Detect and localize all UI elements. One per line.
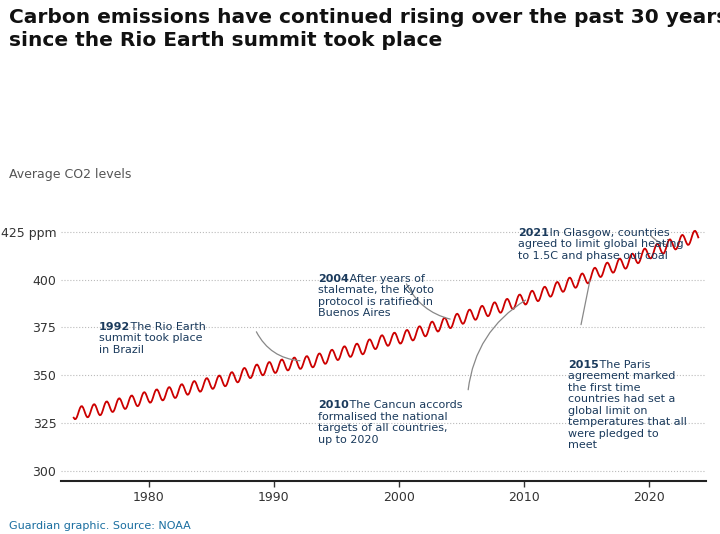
Text: Guardian graphic. Source: NOAA: Guardian graphic. Source: NOAA <box>9 521 191 531</box>
Text: the first time: the first time <box>568 383 641 393</box>
Text: temperatures that all: temperatures that all <box>568 418 687 427</box>
Text: in Brazil: in Brazil <box>99 344 144 355</box>
Text: In Glasgow, countries: In Glasgow, countries <box>546 228 670 238</box>
Text: Buenos Aires: Buenos Aires <box>318 308 390 318</box>
Text: agreement marked: agreement marked <box>568 372 675 381</box>
Text: 2010: 2010 <box>318 400 348 410</box>
Text: summit took place: summit took place <box>99 333 202 343</box>
Text: formalised the national: formalised the national <box>318 412 447 422</box>
Text: After years of: After years of <box>346 274 425 284</box>
Text: were pledged to: were pledged to <box>568 429 659 439</box>
Text: The Cancun accords: The Cancun accords <box>346 400 462 410</box>
Text: Average CO2 levels: Average CO2 levels <box>9 168 132 181</box>
Text: meet: meet <box>568 441 597 451</box>
Text: targets of all countries,: targets of all countries, <box>318 423 447 433</box>
Text: countries had set a: countries had set a <box>568 395 675 404</box>
Text: The Rio Earth: The Rio Earth <box>127 321 206 332</box>
Text: stalemate, the Kyoto: stalemate, the Kyoto <box>318 285 433 295</box>
Text: to 1.5C and phase out coal: to 1.5C and phase out coal <box>518 251 667 261</box>
Text: up to 2020: up to 2020 <box>318 435 378 445</box>
Text: 2004: 2004 <box>318 274 348 284</box>
Text: agreed to limit global heating: agreed to limit global heating <box>518 239 683 249</box>
Text: global limit on: global limit on <box>568 406 647 416</box>
Text: 2015: 2015 <box>568 360 599 370</box>
Text: protocol is ratified in: protocol is ratified in <box>318 297 433 307</box>
Text: 1992: 1992 <box>99 321 130 332</box>
Text: Carbon emissions have continued rising over the past 30 years
since the Rio Eart: Carbon emissions have continued rising o… <box>9 8 720 50</box>
Text: 2021: 2021 <box>518 228 549 238</box>
Text: The Paris: The Paris <box>596 360 650 370</box>
